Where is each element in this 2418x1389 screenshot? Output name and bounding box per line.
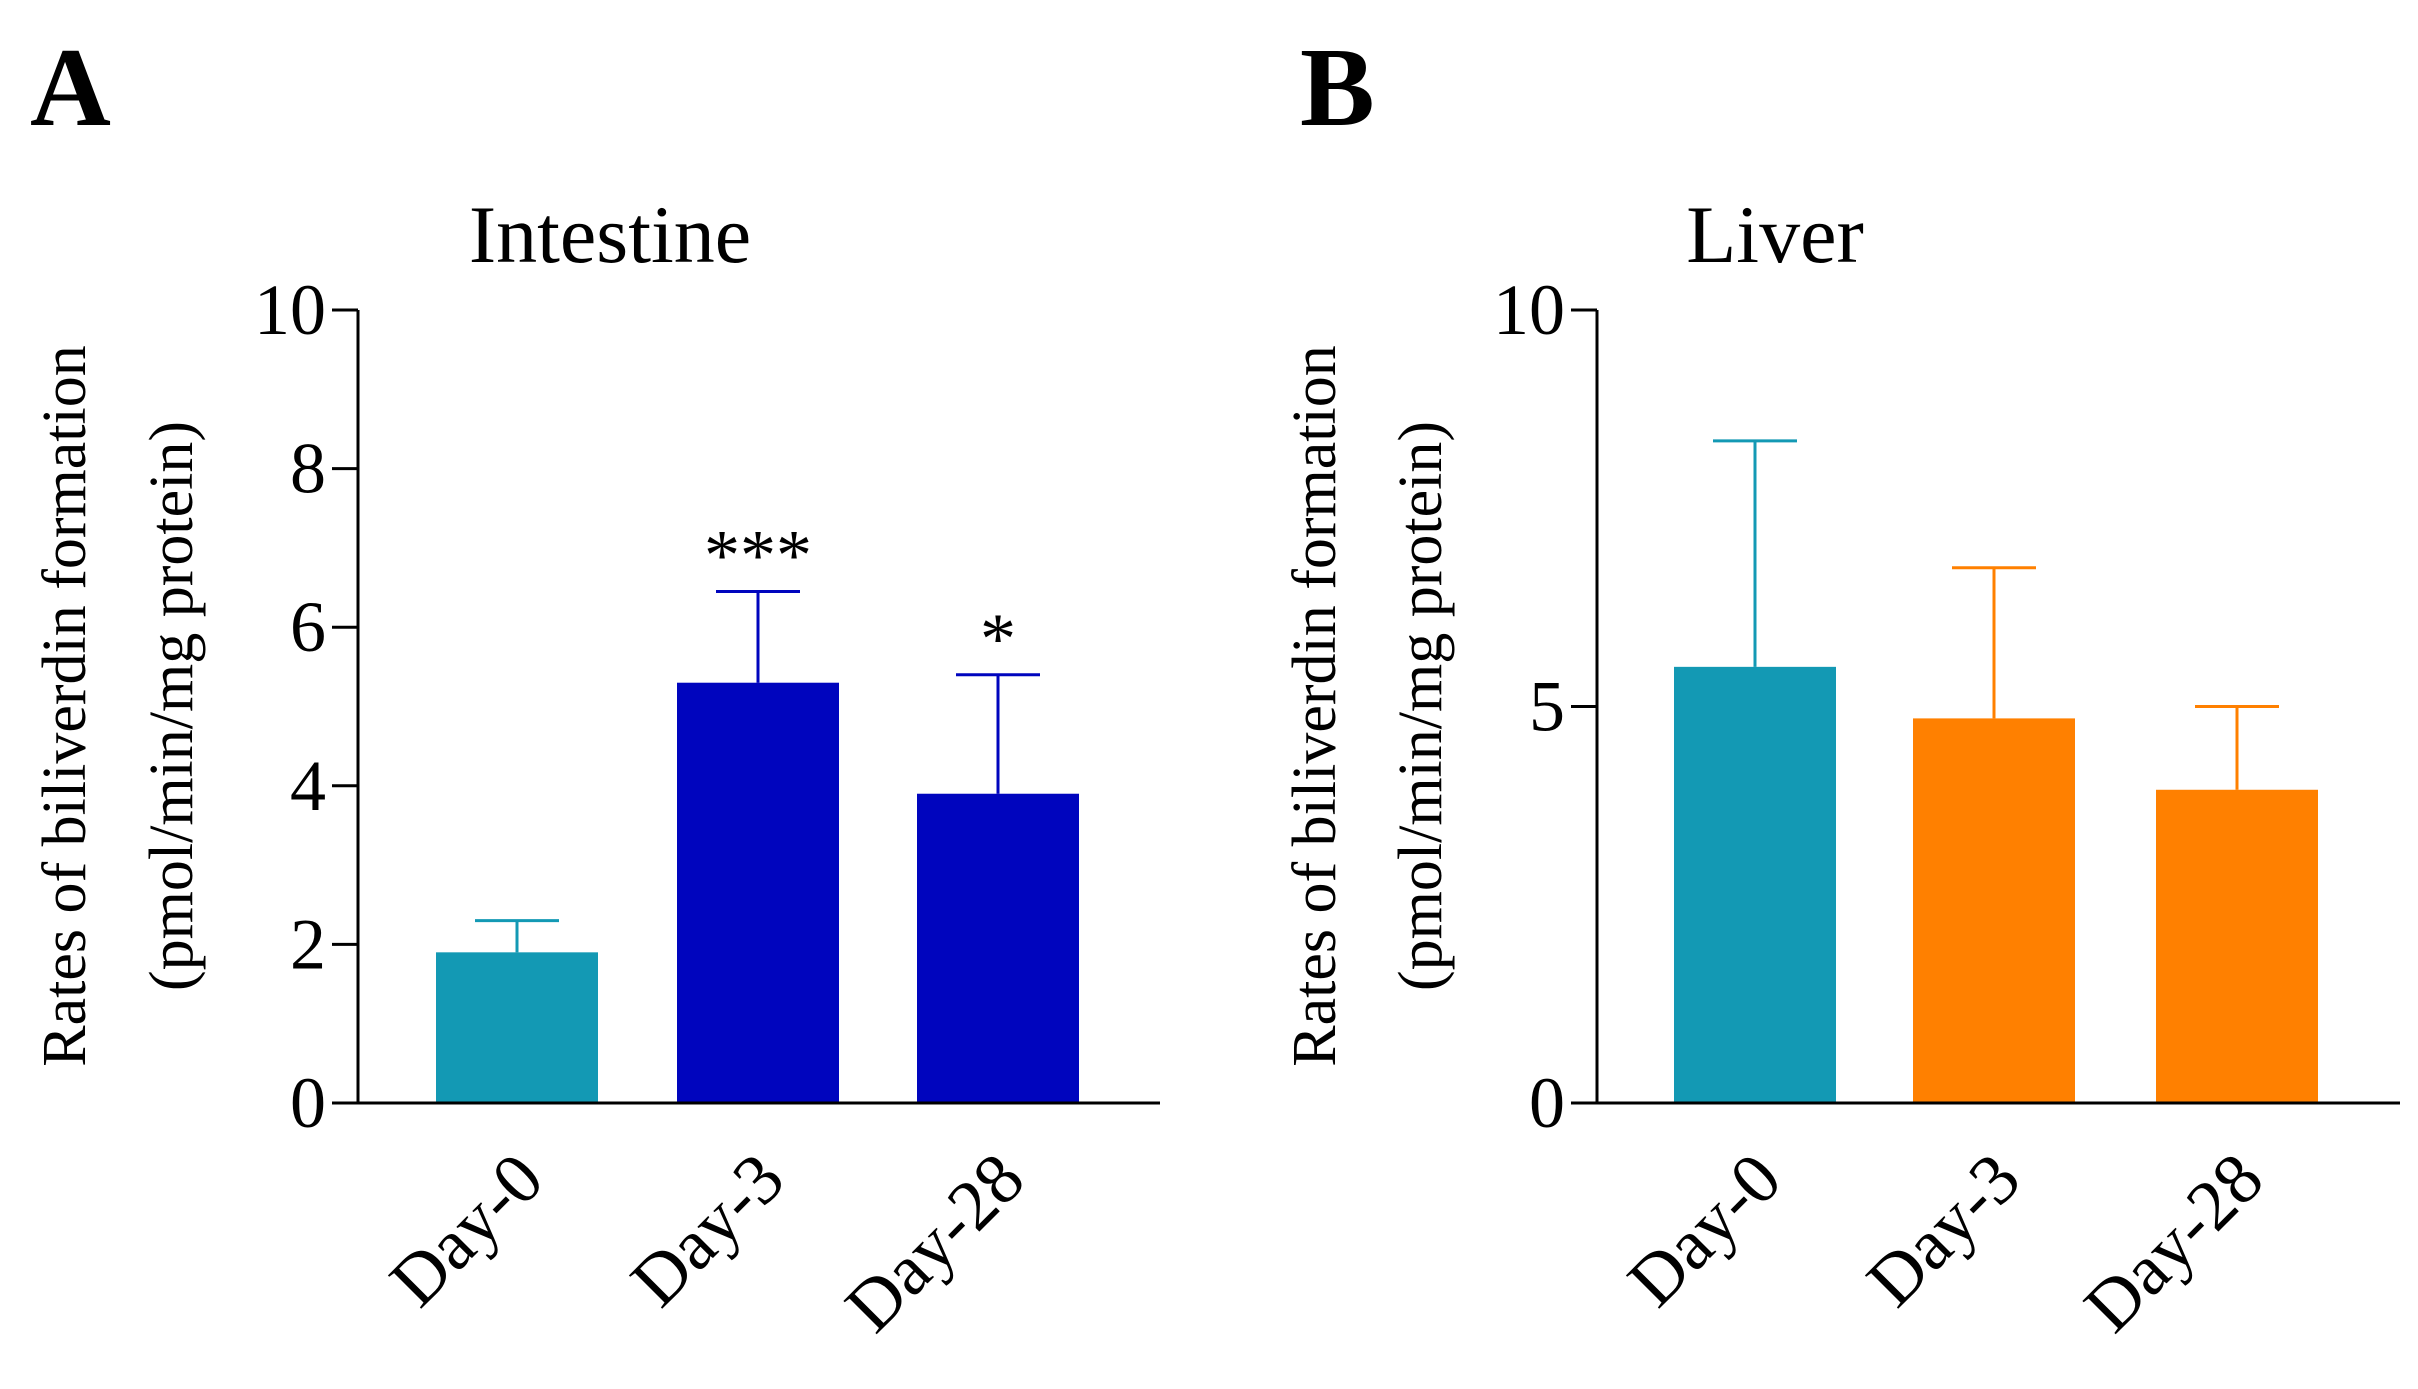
bar-day-0 <box>436 952 598 1103</box>
y-axis-label-line: (pmol/min/mg protein) <box>138 421 206 991</box>
chart-title: Liver <box>1686 189 1864 280</box>
bar-day-3 <box>677 682 839 1103</box>
panel-label-a: A <box>30 26 111 150</box>
x-tick-label: Day-28 <box>2069 1138 2278 1347</box>
bar-day-28 <box>917 793 1079 1103</box>
panel-label-b: B <box>1300 26 1375 150</box>
y-tick-label: 8 <box>290 429 326 509</box>
y-tick-label: 2 <box>290 904 326 984</box>
y-tick-label: 10 <box>254 270 326 350</box>
chart-liver: Liver Rates of biliverdin formation (pmol/… <box>1281 189 2400 1347</box>
chart-intestine: Intestine Rates of biliverdin formation (p… <box>31 189 1160 1347</box>
y-axis-label-line: Rates of biliverdin formation <box>1281 345 1349 1066</box>
significance-label: *** <box>704 516 812 596</box>
bar-day-0 <box>1674 666 1836 1103</box>
y-tick-label: 0 <box>290 1063 326 1143</box>
significance-label: * <box>980 599 1016 679</box>
bar-day-28 <box>2156 789 2318 1103</box>
y-tick-label: 6 <box>290 587 326 667</box>
x-tick-label: Day-3 <box>616 1138 800 1322</box>
x-tick-label: Day-0 <box>375 1138 559 1322</box>
x-tick-label: Day-28 <box>830 1138 1039 1347</box>
x-tick-label: Day-3 <box>1852 1138 2036 1322</box>
bar-day-3 <box>1913 718 2075 1103</box>
y-tick-label: 0 <box>1529 1063 1565 1143</box>
y-tick-label: 5 <box>1529 667 1565 747</box>
y-axis-label-line: (pmol/min/mg protein) <box>1387 421 1455 991</box>
chart-title: Intestine <box>469 189 751 280</box>
x-tick-label: Day-0 <box>1613 1138 1797 1322</box>
y-tick-label: 4 <box>290 746 326 826</box>
y-axis-label-line: Rates of biliverdin formation <box>31 345 99 1066</box>
y-tick-label: 10 <box>1493 270 1565 350</box>
